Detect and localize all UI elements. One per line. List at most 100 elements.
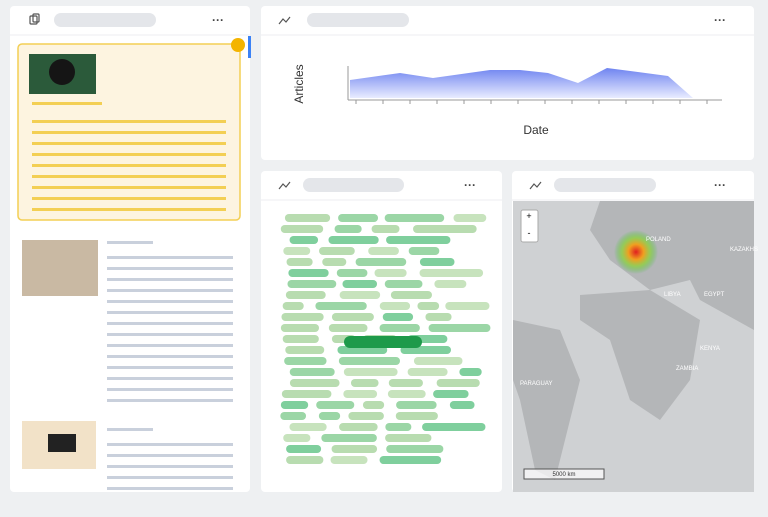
- word-pill: [386, 445, 444, 453]
- x-axis-label: Date: [523, 123, 549, 137]
- word-pill: [316, 401, 355, 409]
- menu[interactable]: ···: [464, 178, 476, 192]
- menu[interactable]: ···: [714, 178, 726, 192]
- word-pill: [355, 258, 407, 266]
- line-placeholder: [32, 102, 102, 105]
- word-pill: [386, 236, 451, 244]
- word-pill: [285, 291, 326, 299]
- word-pill: [436, 379, 480, 387]
- word-pill: [280, 401, 309, 409]
- line-placeholder: [32, 164, 226, 167]
- word-pill: [289, 379, 340, 387]
- line-placeholder: [107, 476, 233, 479]
- area: [350, 68, 693, 98]
- line-placeholder: [107, 377, 233, 380]
- word-pill: [343, 368, 398, 376]
- line-placeholder: [32, 197, 226, 200]
- word-pill: [371, 225, 400, 233]
- word-pill: [280, 225, 324, 233]
- menu[interactable]: ···: [212, 13, 224, 27]
- word-pill: [379, 324, 420, 332]
- word-pill: [282, 335, 319, 343]
- word-pill: [428, 324, 491, 332]
- word-pill: [289, 368, 335, 376]
- word-pill: [284, 214, 331, 222]
- word-pill: [453, 214, 487, 222]
- word-pill: [286, 258, 313, 266]
- line-placeholder: [107, 344, 233, 347]
- word-pill: [338, 214, 379, 222]
- line-placeholder: [107, 355, 233, 358]
- word-pill: [344, 336, 422, 348]
- zoom-in[interactable]: +: [526, 211, 531, 221]
- map-label: POLAND: [646, 237, 671, 243]
- word-pill: [283, 434, 311, 442]
- word-pill: [280, 412, 307, 420]
- line-placeholder: [107, 289, 233, 292]
- line-placeholder: [107, 465, 233, 468]
- zoom-control[interactable]: [520, 209, 539, 243]
- word-pill: [379, 456, 442, 464]
- word-pill: [425, 313, 452, 321]
- line-placeholder: [107, 487, 233, 490]
- word-pill: [449, 401, 475, 409]
- star-badge: [231, 38, 245, 52]
- menus[interactable]: ··· ··· ··· ···: [212, 13, 726, 192]
- word-pill: [419, 269, 484, 277]
- word-pill: [342, 280, 378, 288]
- word-pill: [408, 247, 440, 255]
- map-label: KAZAKHS: [730, 247, 758, 253]
- line-placeholder: [107, 278, 233, 281]
- word-pill: [407, 368, 448, 376]
- word-pill: [338, 357, 401, 365]
- line-placeholder: [107, 454, 233, 457]
- menu[interactable]: ···: [714, 13, 726, 27]
- word-pill: [413, 357, 463, 365]
- line-placeholder: [107, 300, 233, 303]
- thumbnail-laptop: [48, 434, 76, 452]
- word-pill: [350, 379, 379, 387]
- word-pill: [348, 412, 384, 420]
- word-pill: [379, 302, 411, 310]
- thumbnail: [22, 240, 98, 296]
- word-pill: [368, 247, 399, 255]
- line-placeholder: [107, 388, 233, 391]
- line-placeholder: [32, 208, 226, 211]
- word-pill: [315, 302, 367, 310]
- word-pill: [395, 412, 438, 420]
- y-axis-label: Articles: [292, 64, 306, 103]
- line-placeholder: [32, 186, 226, 189]
- map-label: EGYPT: [704, 292, 725, 298]
- placeholders: [32, 100, 708, 490]
- line-placeholder: [107, 399, 233, 402]
- word-pill: [374, 269, 407, 277]
- heatmap: [614, 230, 658, 274]
- line-placeholder: [107, 333, 233, 336]
- word-pill: [339, 423, 378, 431]
- word-pill: [286, 445, 322, 453]
- word-pill: [413, 225, 477, 233]
- map-label: KENYA: [700, 346, 720, 352]
- map-land: [513, 201, 754, 480]
- word-pill: [334, 225, 362, 233]
- line-placeholder: [32, 153, 226, 156]
- word-pill: [343, 390, 378, 398]
- word-pill: [321, 434, 377, 442]
- word-pill: [396, 401, 437, 409]
- word-pill: [336, 269, 368, 277]
- word-pill: [385, 434, 432, 442]
- word-pill: [318, 412, 341, 420]
- map-label: PARAGUAY: [520, 381, 552, 387]
- zoom-out[interactable]: -: [528, 228, 531, 238]
- line-placeholder: [32, 131, 226, 134]
- word-pill: [331, 313, 374, 321]
- dividers: [10, 34, 754, 201]
- word-pill: [319, 247, 355, 255]
- line-placeholder: [32, 175, 226, 178]
- word-pill: [331, 445, 378, 453]
- map-label: LIBYA: [664, 292, 681, 298]
- word-pill: [339, 291, 381, 299]
- word-pill: [422, 423, 486, 431]
